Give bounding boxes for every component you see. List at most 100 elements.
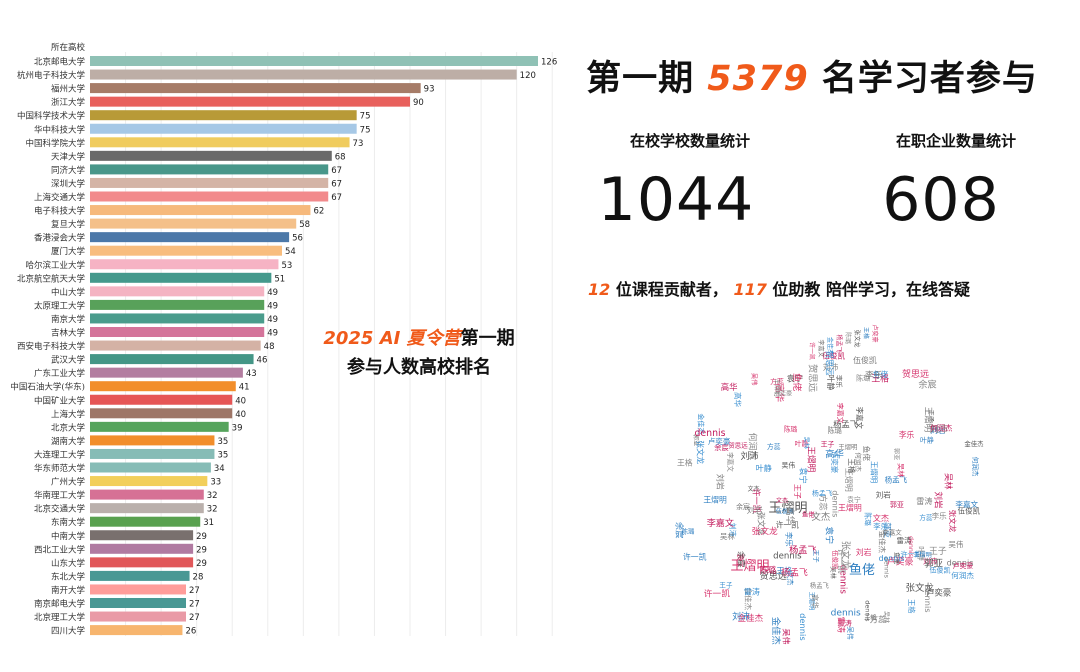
word-cloud-word: 卢奕豪 [774,389,793,397]
word-cloud-word: 杨孟飞 [812,488,833,497]
word-cloud-word: 叶静 [795,439,809,448]
word-cloud-word: 吴林 [720,531,735,541]
word-cloud-word: 伍俊凯 [929,566,950,575]
word-cloud-word: 鱼佬 [802,510,815,519]
word-cloud-word: 袁宁 [824,526,836,544]
overlay-line-1: 2025 AI 夏令营第一期 [304,324,534,353]
word-cloud-word: 袁宁 [736,553,745,567]
bar [90,435,215,446]
word-cloud-word: 卢奕豪 [708,436,731,446]
category-label: 太原理工大学 [34,300,86,311]
word-cloud-word: 方蕊 [767,442,781,451]
word-cloud-word: 王熠明 [773,379,781,397]
word-cloud-word: 杨孟飞 [789,544,817,556]
word-cloud-word: 王格 [677,457,693,467]
category-label: 中国石油大学(华东) [10,382,85,393]
word-cloud-word: 伍俊凯 [776,508,795,516]
word-cloud-word: 吴伟 [948,539,964,549]
bar [90,123,357,134]
bar-value-label: 120 [520,71,536,81]
word-cloud-word: 方蕊 [919,513,933,522]
bar-value-label: 49 [267,329,278,339]
bar [90,83,421,94]
word-cloud-word: 卢奕豪 [871,325,879,343]
bar [90,381,236,392]
bar-value-label: 53 [281,261,292,271]
word-cloud-word: 许一凯 [752,488,762,514]
companies-stat-value: 608 [882,165,1000,235]
word-cloud-word: 张文龙 [695,440,705,464]
word-cloud-word: 王格 [862,327,870,339]
word-cloud-word: 金佳杰 [877,531,886,554]
word-cloud-word: 伍俊凯 [853,355,877,365]
category-label: 浙江大学 [51,97,86,108]
word-cloud-word: 伍俊凯 [958,506,981,516]
word-cloud-word: dennis [798,613,808,641]
word-cloud-word: 许一凯 [776,520,799,530]
category-label: 香港浸会大学 [34,233,86,244]
bar [90,191,329,202]
word-cloud-word: 吴伟 [782,628,792,644]
word-cloud-word: 李嘉文 [726,452,735,472]
category-label: 同济大学 [51,165,86,176]
word-cloud-word: 李乐 [873,522,888,531]
bar [90,489,204,500]
chart-bars: 北京邮电大学 126 杭州电子科技大学 120 福州大学 93 浙江大学 90 中国科学技术大学… [10,56,557,637]
word-cloud-word: 王熠明 [730,559,769,574]
word-cloud-word: 卢奕豪 [926,588,951,598]
word-cloud-word: 鱼佬 [861,446,871,462]
word-cloud-word: 陈璐 [844,332,852,344]
bar [90,557,194,568]
word-cloud-word: 鱼佬 [873,369,889,379]
word-cloud-word: 陈璐 [827,426,841,435]
category-label: 上海交通大学 [34,192,86,203]
bar [90,516,201,527]
bar-value-label: 62 [313,207,324,217]
word-cloud-word: 杨孟飞 [885,474,908,484]
category-label: 中国科学院大学 [25,138,85,149]
bar-value-label: 67 [331,193,342,203]
word-cloud-word: 王熠明 [922,407,933,433]
word-cloud-word: 许一凯 [808,342,816,360]
word-cloud-word: 袁宁 [847,495,861,504]
bar-value-label: 68 [335,152,346,162]
word-cloud-word: 何润杰 [951,570,974,580]
word-cloud-word: 郭亚 [883,523,893,539]
word-cloud-word: 王熠明 [913,551,931,559]
category-label: 南京大学 [51,314,86,325]
word-cloud-word: 高华 [733,392,743,407]
category-label: 北京大学 [51,422,86,433]
bar [90,530,194,541]
word-cloud-word: 刘岩 [933,492,944,510]
word-cloud-word: 郭亚 [924,557,943,569]
word-cloud-word: 王熠明 [844,468,854,492]
word-cloud-word: 张文龙 [906,582,934,594]
bar [90,164,329,175]
word-cloud-word: dennis [907,536,914,557]
category-label: 中国矿业大学 [34,395,86,406]
bar-value-label: 49 [267,301,278,311]
bar [90,299,265,310]
bar [90,327,265,337]
word-cloud-word: dennis [947,557,974,567]
category-label: 深圳大学 [51,178,86,189]
word-cloud-word: 方蕊 [870,615,888,626]
word-cloud-word: 高华 [774,383,786,402]
word-cloud-word: 金佳杰 [770,617,782,645]
headline-prefix: 第一期 [586,59,695,99]
bar [90,462,211,473]
word-cloud-word: 高华 [721,382,738,392]
word-cloud-word: 方蕊 [819,494,829,510]
word-cloud-word: 李乐 [865,369,883,381]
category-label: 中南大学 [51,531,86,542]
word-cloud-word: 许一凯 [837,548,847,574]
word-cloud-word: 贺思远 [902,368,929,380]
word-cloud-word: 刘沛 [923,556,937,565]
bar-value-label: 31 [203,518,214,528]
headline-count: 5379 [707,59,809,99]
word-cloud-word: dennis [831,609,861,619]
word-cloud-word: 杨孟飞 [781,567,808,579]
word-cloud-word: 郭亚 [692,434,700,446]
category-label: 东南大学 [51,517,86,528]
